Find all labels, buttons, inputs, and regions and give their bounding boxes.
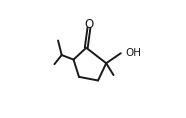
- Text: OH: OH: [125, 48, 141, 58]
- Text: O: O: [84, 18, 94, 31]
